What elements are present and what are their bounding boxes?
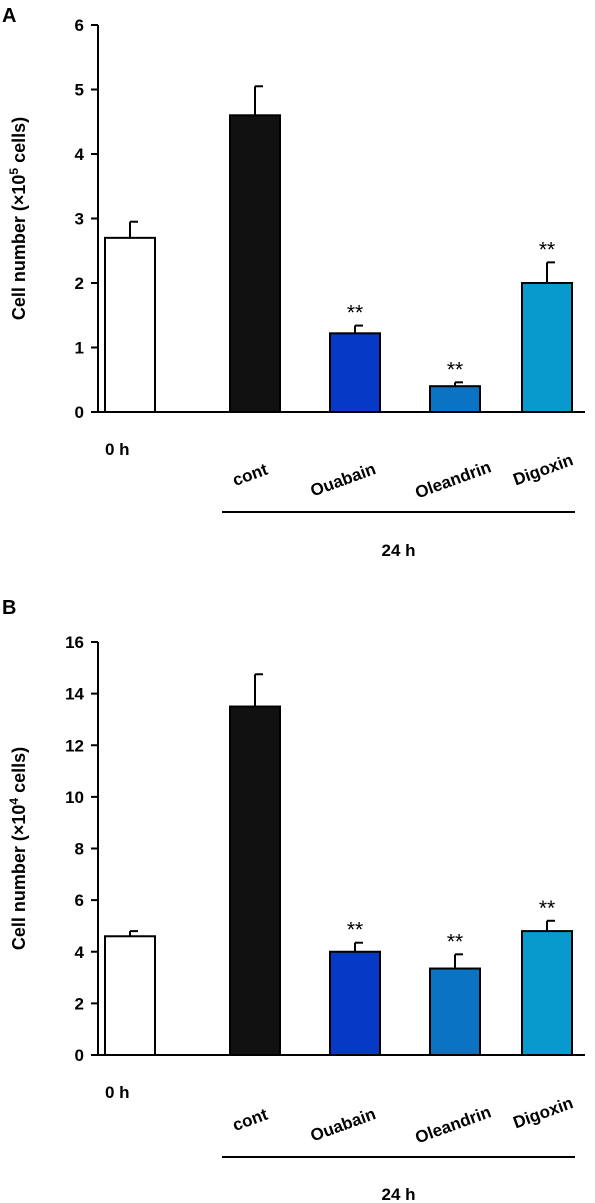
y-tick-label: 6 [75,891,84,910]
bar-ouabain [329,332,381,413]
significance-marker: ** [347,919,363,942]
category-label: Digoxin [511,1093,576,1132]
y-axis-label: Cell number (×104 cells) [7,747,29,950]
y-tick-label: 2 [75,994,84,1013]
category-label: 0 h [105,440,130,459]
significance-marker: ** [539,897,555,920]
panel-letter: A [2,5,16,27]
category-label: 0 h [105,1083,130,1102]
bar-digoxin [521,282,573,413]
y-tick-label: 16 [65,633,84,652]
bar-oleandrin [429,385,481,414]
bar-digoxin [521,930,573,1056]
y-tick-label: 5 [75,81,84,100]
significance-marker: ** [347,302,363,325]
category-label: Ouabain [308,1104,378,1145]
bar-ouabain [329,950,381,1056]
group-label: 24 h [381,541,415,560]
group-label: 24 h [381,1185,415,1203]
bar-0-h [104,935,156,1057]
significance-marker: ** [539,238,555,261]
panel-a: A 0 1 2 3 4 5 6 Cell number (×105 cells) 0 h cont *… [2,5,585,560]
category-label: cont [230,1105,271,1135]
significance-marker: ** [447,930,463,953]
y-tick-label: 1 [75,339,84,358]
category-label: Oleandrin [413,457,494,502]
bar-cont [229,705,281,1056]
y-axis-label: Cell number (×105 cells) [7,117,29,320]
bar-oleandrin [429,967,481,1057]
y-tick-label: 4 [75,943,85,962]
y-tick-label: 0 [75,1046,84,1065]
y-tick-label: 8 [75,840,84,859]
bar-0-h [104,236,156,413]
y-tick-label: 12 [65,736,84,755]
significance-marker: ** [447,358,463,381]
category-label: Digoxin [511,450,576,489]
category-label: Oleandrin [413,1102,494,1147]
y-tick-label: 6 [75,16,84,35]
y-tick-label: 4 [75,145,85,164]
y-tick-label: 2 [75,274,84,293]
bar-cont [229,114,281,414]
y-tick-label: 3 [75,210,84,229]
y-tick-label: 10 [65,788,84,807]
panel-letter: B [2,597,16,619]
panel-b: B 0 2 4 6 8 10 12 14 16 Cell number (×104 cells) 0 … [2,597,585,1203]
y-tick-label: 14 [65,685,84,704]
category-label: Ouabain [308,459,378,500]
category-label: cont [230,460,271,490]
y-tick-label: 0 [75,403,84,422]
